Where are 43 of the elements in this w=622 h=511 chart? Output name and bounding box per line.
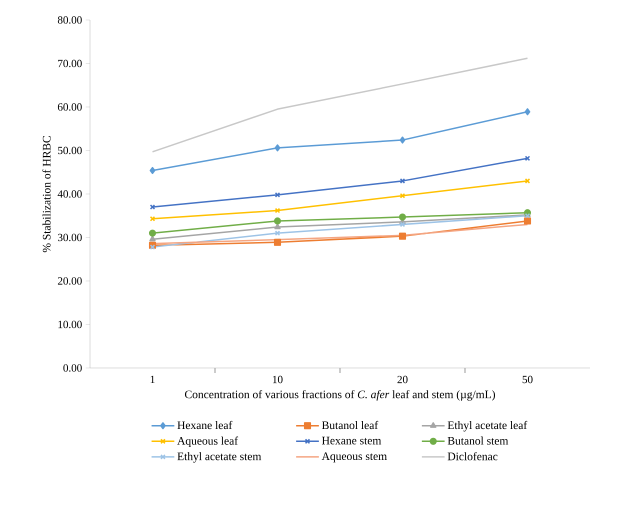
y-tick-label: 60.00	[58, 103, 82, 111]
line-series	[152, 58, 528, 153]
legend-label: Butanol stem	[448, 436, 508, 445]
point	[274, 230, 280, 236]
y-tick-label: 50.00	[58, 146, 82, 154]
point	[274, 238, 282, 246]
point	[274, 192, 280, 198]
x-tick-label: 20	[397, 376, 408, 384]
y-tick-label: 40.00	[58, 190, 82, 198]
y-tick-label: 10.00	[58, 320, 82, 328]
point	[400, 222, 406, 228]
point	[274, 208, 280, 214]
y-tick-label: 30.00	[58, 234, 82, 242]
point	[274, 224, 281, 230]
point	[524, 108, 530, 116]
legend-label: Ethyl acetate leaf	[448, 420, 528, 432]
y-tick-label: 20.00	[58, 277, 82, 285]
point	[274, 217, 282, 225]
x-tick-label: 1	[150, 376, 155, 384]
x-tick-label: 50	[522, 376, 533, 384]
y-tick-label: 70.00	[58, 60, 82, 68]
legend-label: Hexane stem	[322, 436, 382, 444]
legend-label: Diclofenac	[448, 452, 498, 460]
legend-label: Aqueous stem	[322, 452, 387, 462]
legend-label: Butanol leaf	[322, 420, 378, 430]
y-axis-title: % Stabilization of HRBC	[42, 136, 51, 252]
point	[524, 217, 532, 225]
y-tick-label: 0.00	[63, 364, 82, 372]
point	[398, 213, 406, 221]
x-tick-label: 10	[272, 376, 283, 384]
point	[149, 236, 156, 242]
legend-label: Aqueous leaf	[177, 436, 238, 448]
point	[148, 230, 156, 237]
point	[400, 136, 406, 144]
legend-label: Hexane leaf	[177, 420, 232, 430]
point	[400, 193, 406, 198]
point	[398, 232, 406, 240]
x-axis-title: Concentration of various fractions of C. afer leaf and stem (µg/mL)	[184, 390, 496, 401]
y-tick-label: 80.00	[58, 16, 82, 24]
point	[400, 178, 406, 184]
point	[274, 144, 280, 152]
point	[150, 166, 156, 174]
legend-label: Ethyl acetate stem	[177, 452, 262, 463]
